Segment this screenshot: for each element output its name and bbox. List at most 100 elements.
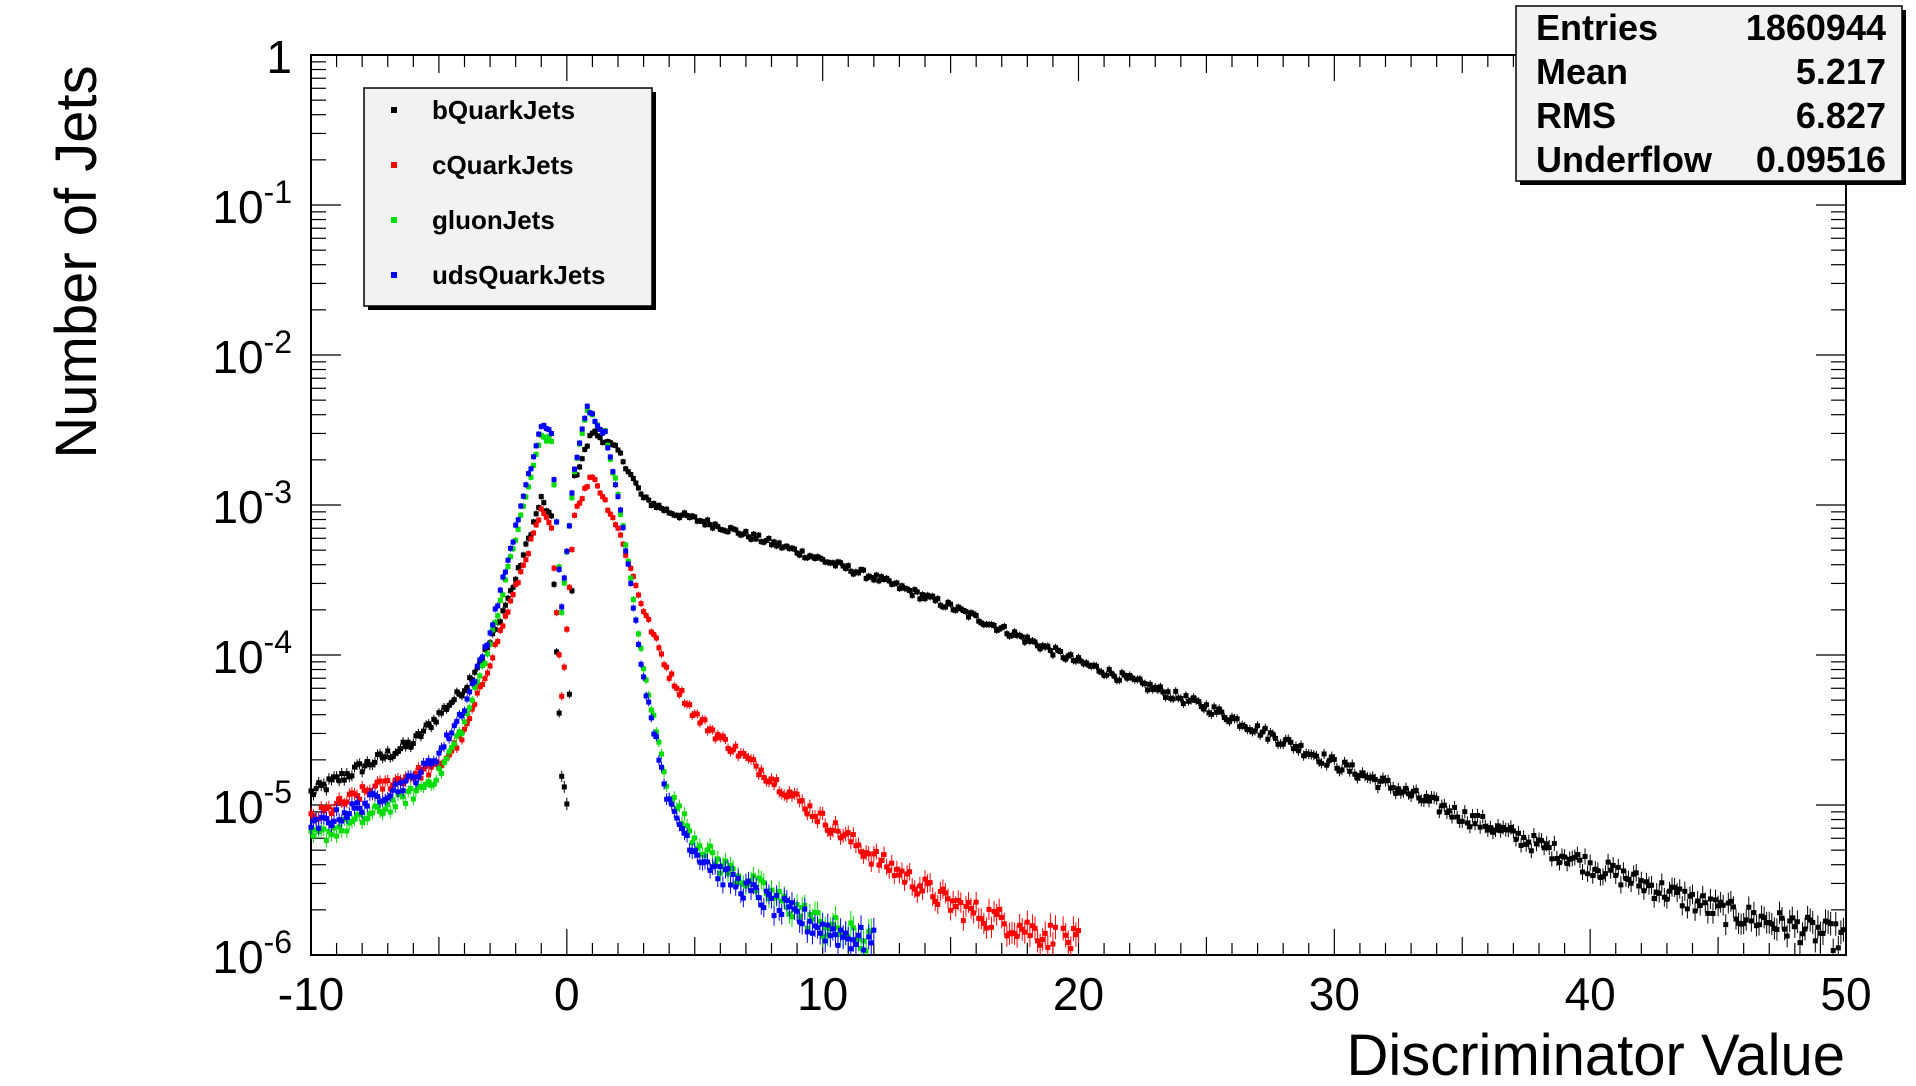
- data-point: [1477, 824, 1483, 830]
- data-point: [960, 608, 966, 614]
- data-point: [572, 512, 578, 518]
- data-point: [684, 832, 690, 838]
- data-point: [334, 807, 340, 813]
- data-point: [1188, 697, 1194, 703]
- data-point: [597, 435, 603, 441]
- data-point: [490, 655, 496, 661]
- data-point: [1559, 853, 1565, 859]
- data-point: [623, 542, 629, 548]
- data-point: [1155, 687, 1161, 693]
- data-point: [1390, 785, 1396, 791]
- data-point: [960, 918, 966, 924]
- data-point: [602, 497, 608, 503]
- data-point: [1137, 676, 1143, 682]
- data-point: [994, 912, 1000, 918]
- data-point: [1170, 696, 1176, 702]
- data-point: [927, 594, 933, 600]
- data-point: [398, 790, 404, 796]
- data-point: [415, 765, 421, 771]
- data-point: [346, 820, 352, 826]
- data-point: [802, 806, 808, 812]
- data-point: [930, 894, 936, 900]
- data-point: [1615, 864, 1621, 870]
- data-point: [474, 690, 480, 696]
- data-point: [894, 866, 900, 872]
- data-point: [646, 616, 652, 622]
- data-point: [618, 507, 624, 513]
- data-point: [1723, 922, 1729, 928]
- data-point: [454, 689, 460, 695]
- data-point: [454, 733, 460, 739]
- data-point: [758, 877, 764, 883]
- data-point: [523, 494, 529, 500]
- data-point: [349, 773, 355, 779]
- data-point: [597, 426, 603, 432]
- data-point: [804, 555, 810, 561]
- data-point: [500, 623, 506, 629]
- data-point: [392, 781, 398, 787]
- data-point: [1541, 845, 1547, 851]
- data-point: [925, 592, 931, 598]
- data-point: [1551, 840, 1557, 846]
- data-point: [789, 545, 795, 551]
- data-point: [884, 575, 890, 581]
- data-point: [1029, 638, 1035, 644]
- data-point: [398, 780, 404, 786]
- data-point: [502, 569, 508, 575]
- data-point: [344, 828, 350, 834]
- data-point: [689, 712, 695, 718]
- data-point: [556, 652, 562, 658]
- data-point: [1114, 677, 1120, 683]
- data-point: [377, 809, 383, 815]
- data-point: [661, 508, 667, 514]
- data-point: [1518, 842, 1524, 848]
- data-point: [891, 873, 897, 879]
- data-point: [761, 879, 767, 885]
- data-point: [1347, 768, 1353, 774]
- data-point: [858, 945, 864, 951]
- data-point: [1500, 824, 1506, 830]
- data-point: [1779, 915, 1785, 921]
- data-point: [1014, 632, 1020, 638]
- data-point: [1375, 785, 1381, 791]
- data-point: [595, 433, 601, 439]
- x-tick-label: -10: [278, 968, 344, 1020]
- data-point: [827, 830, 833, 836]
- data-point: [641, 609, 647, 615]
- data-point: [794, 550, 800, 556]
- data-point: [359, 819, 365, 825]
- data-point: [845, 936, 851, 942]
- data-point: [983, 621, 989, 627]
- data-point: [769, 542, 774, 548]
- data-point: [1331, 756, 1337, 762]
- data-point: [705, 859, 711, 865]
- data-point: [1037, 942, 1043, 948]
- data-point: [917, 596, 923, 602]
- data-point: [395, 776, 401, 782]
- data-point: [1516, 830, 1522, 836]
- data-point: [635, 485, 641, 491]
- data-point: [559, 773, 565, 779]
- data-point: [1106, 666, 1112, 672]
- data-point: [1794, 919, 1800, 925]
- data-point: [914, 891, 920, 897]
- data-point: [1221, 714, 1227, 720]
- data-point: [684, 512, 690, 518]
- data-point: [710, 727, 716, 733]
- data-point: [733, 884, 739, 890]
- data-point: [932, 899, 938, 905]
- data-point: [745, 755, 751, 761]
- data-point: [328, 777, 334, 783]
- data-point: [720, 862, 726, 868]
- data-point: [643, 612, 649, 618]
- data-point: [902, 585, 908, 591]
- data-point: [648, 502, 654, 508]
- data-point: [595, 423, 601, 429]
- data-point: [1068, 652, 1074, 658]
- data-point: [311, 833, 317, 839]
- data-point: [989, 924, 995, 930]
- data-point: [1434, 796, 1440, 802]
- data-point: [405, 773, 411, 779]
- data-point: [520, 552, 526, 558]
- data-point: [661, 769, 667, 775]
